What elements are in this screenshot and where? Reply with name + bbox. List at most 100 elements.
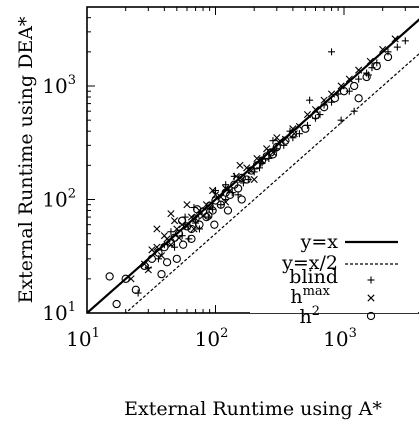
point-h2: [195, 220, 204, 229]
point-h2: [272, 142, 281, 152]
point-h2: [354, 94, 363, 103]
point-h2: [140, 261, 149, 271]
reference-line-y-equals-half-x: [124, 53, 419, 313]
point-h2: [121, 274, 130, 283]
point-blind: [401, 37, 409, 45]
legend-label-hmax: hmax: [290, 284, 330, 308]
point-hmax: [206, 203, 214, 212]
point-h2: [268, 150, 278, 159]
legend-label-y-x: y=x: [300, 231, 339, 253]
point-blind: [320, 101, 328, 109]
point-h2: [202, 212, 211, 222]
legend-label-blind: blind: [289, 266, 338, 288]
legend-markers: [366, 276, 376, 321]
x-tick-label-exp: 2: [220, 326, 228, 341]
point-hmax: [379, 45, 387, 54]
point-hmax: [148, 246, 156, 254]
point-hmax: [211, 191, 220, 199]
x-tick-label: 103: [323, 326, 357, 351]
y-axis-label: External Runtime using DEA*: [15, 16, 37, 303]
legend-label-h2: h2: [299, 304, 320, 328]
legend-h2-base: h: [299, 306, 311, 328]
point-h2: [187, 224, 196, 234]
point-hmax: [391, 35, 399, 43]
point-h2: [204, 211, 213, 220]
x-tick-label: 101: [66, 326, 100, 351]
point-blind: [345, 87, 353, 95]
point-hmax: [157, 252, 166, 260]
x-tick-label: 102: [195, 326, 229, 351]
point-h2: [131, 285, 141, 294]
point-h2: [281, 136, 290, 145]
point-h2: [160, 243, 169, 252]
point-hmax: [366, 57, 374, 65]
point-h2: [191, 214, 200, 223]
point-hmax: [250, 175, 258, 184]
point-h2: [362, 72, 371, 82]
point-h2: [157, 269, 166, 279]
y-tick-label: 102: [42, 187, 76, 212]
x-axis-label: External Runtime using A*: [124, 398, 382, 420]
point-blind: [167, 228, 175, 236]
point-h2: [330, 94, 340, 103]
legend-hmax-sup: max: [303, 284, 331, 299]
point-hmax: [275, 138, 283, 146]
legend: y=x y=x/2 blind hmax h2: [250, 229, 418, 328]
point-hmax: [209, 186, 217, 195]
y-tick-label-base: 10: [42, 188, 67, 212]
y-tick-label-exp: 1: [68, 300, 76, 315]
point-h2: [247, 166, 256, 175]
point-h2: [288, 129, 298, 138]
point-h2: [154, 248, 163, 257]
x-tick-label-base: 10: [66, 327, 91, 351]
point-h2: [372, 61, 381, 71]
y-tick-label-exp: 3: [68, 73, 76, 88]
point-hmax: [226, 186, 234, 195]
point-h2: [383, 52, 393, 62]
plot-marks: [87, 18, 419, 313]
point-h2: [266, 148, 276, 157]
legend-marker-blind: [367, 276, 375, 284]
point-blind: [364, 71, 372, 79]
point-hmax: [192, 214, 200, 223]
x-tick-label-exp: 3: [349, 326, 357, 341]
point-h2: [177, 216, 187, 225]
point-h2: [178, 240, 188, 249]
point-hmax: [160, 232, 168, 240]
point-h2: [172, 254, 181, 263]
point-h2: [301, 124, 310, 133]
y-tick-label: 103: [42, 73, 76, 98]
point-h2: [233, 184, 243, 193]
point-hmax: [345, 75, 353, 83]
point-blind: [222, 181, 230, 189]
point-h2: [350, 81, 359, 91]
point-blind: [350, 107, 358, 115]
point-blind: [368, 64, 376, 72]
point-blind: [328, 48, 336, 56]
point-h2: [170, 233, 179, 242]
point-hmax: [236, 161, 244, 169]
point-blind: [393, 43, 401, 51]
x-tick-label-base: 10: [195, 327, 220, 351]
point-h2: [147, 254, 157, 263]
point-hmax: [327, 90, 336, 98]
point-h2: [242, 175, 251, 184]
point-h2: [257, 156, 267, 165]
point-h2: [182, 222, 192, 231]
legend-marker-h2: [366, 311, 376, 321]
legend-h2-sup: 2: [312, 304, 320, 319]
point-hmax: [311, 105, 320, 114]
x-tick-label-base: 10: [323, 327, 348, 351]
point-blind: [195, 225, 203, 233]
point-h2: [216, 200, 225, 209]
point-hmax: [170, 217, 179, 225]
point-hmax: [183, 201, 191, 209]
y-tick-label-exp: 2: [68, 187, 76, 202]
point-h2: [208, 206, 217, 215]
point-h2: [162, 258, 172, 267]
point-hmax: [303, 110, 312, 119]
y-tick-label-base: 10: [42, 74, 67, 98]
point-blind: [265, 154, 273, 162]
